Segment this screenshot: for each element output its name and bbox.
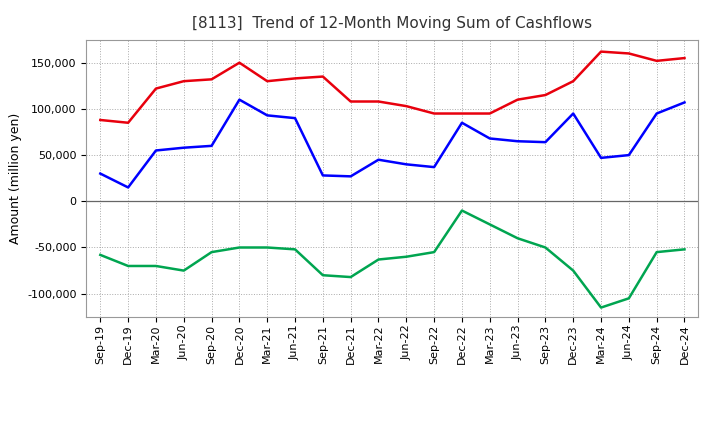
Investing Cashflow xyxy=(402,254,410,259)
Investing Cashflow xyxy=(430,249,438,255)
Investing Cashflow xyxy=(485,222,494,227)
Free Cashflow xyxy=(374,157,383,162)
Free Cashflow xyxy=(680,100,689,105)
Free Cashflow xyxy=(569,111,577,116)
Free Cashflow xyxy=(207,143,216,148)
Investing Cashflow xyxy=(346,275,355,280)
Operating Cashflow xyxy=(263,78,271,84)
Investing Cashflow xyxy=(179,268,188,273)
Investing Cashflow xyxy=(124,263,132,268)
Investing Cashflow xyxy=(652,249,661,255)
Free Cashflow xyxy=(346,174,355,179)
Free Cashflow xyxy=(318,173,327,178)
Investing Cashflow xyxy=(207,249,216,255)
Investing Cashflow xyxy=(235,245,243,250)
Operating Cashflow xyxy=(541,92,550,98)
Investing Cashflow xyxy=(680,247,689,252)
Operating Cashflow xyxy=(179,78,188,84)
Line: Investing Cashflow: Investing Cashflow xyxy=(100,210,685,308)
Free Cashflow xyxy=(179,145,188,150)
Investing Cashflow xyxy=(541,245,550,250)
Free Cashflow xyxy=(652,111,661,116)
Investing Cashflow xyxy=(597,305,606,310)
Operating Cashflow xyxy=(374,99,383,104)
Investing Cashflow xyxy=(291,247,300,252)
Operating Cashflow xyxy=(346,99,355,104)
Operating Cashflow xyxy=(207,77,216,82)
Investing Cashflow xyxy=(458,208,467,213)
Free Cashflow xyxy=(513,139,522,144)
Free Cashflow xyxy=(96,171,104,176)
Free Cashflow xyxy=(597,155,606,161)
Operating Cashflow xyxy=(513,97,522,102)
Operating Cashflow xyxy=(680,55,689,61)
Y-axis label: Amount (million yen): Amount (million yen) xyxy=(9,113,22,244)
Free Cashflow xyxy=(541,139,550,145)
Operating Cashflow xyxy=(597,49,606,54)
Investing Cashflow xyxy=(152,263,161,268)
Investing Cashflow xyxy=(318,272,327,278)
Operating Cashflow xyxy=(569,78,577,84)
Investing Cashflow xyxy=(569,268,577,273)
Line: Free Cashflow: Free Cashflow xyxy=(100,99,685,187)
Free Cashflow xyxy=(485,136,494,141)
Operating Cashflow xyxy=(291,76,300,81)
Free Cashflow xyxy=(624,152,633,158)
Free Cashflow xyxy=(235,97,243,102)
Investing Cashflow xyxy=(96,252,104,257)
Operating Cashflow xyxy=(152,86,161,91)
Investing Cashflow xyxy=(374,257,383,262)
Line: Operating Cashflow: Operating Cashflow xyxy=(100,51,685,123)
Operating Cashflow xyxy=(624,51,633,56)
Free Cashflow xyxy=(458,120,467,125)
Operating Cashflow xyxy=(96,117,104,123)
Free Cashflow xyxy=(124,185,132,190)
Operating Cashflow xyxy=(652,58,661,63)
Operating Cashflow xyxy=(402,103,410,109)
Operating Cashflow xyxy=(124,120,132,125)
Operating Cashflow xyxy=(485,111,494,116)
Free Cashflow xyxy=(152,148,161,153)
Operating Cashflow xyxy=(458,111,467,116)
Investing Cashflow xyxy=(263,245,271,250)
Operating Cashflow xyxy=(318,74,327,79)
Operating Cashflow xyxy=(430,111,438,116)
Free Cashflow xyxy=(430,165,438,170)
Investing Cashflow xyxy=(624,296,633,301)
Free Cashflow xyxy=(263,113,271,118)
Free Cashflow xyxy=(291,115,300,121)
Free Cashflow xyxy=(402,161,410,167)
Title: [8113]  Trend of 12-Month Moving Sum of Cashflows: [8113] Trend of 12-Month Moving Sum of C… xyxy=(192,16,593,32)
Investing Cashflow xyxy=(513,235,522,241)
Operating Cashflow xyxy=(235,60,243,65)
